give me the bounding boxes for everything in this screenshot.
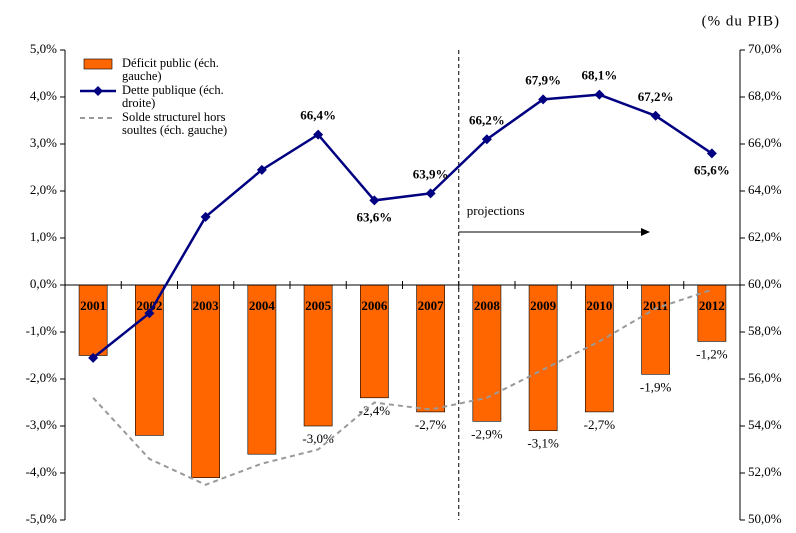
x-tick-label: 2012 [699,298,725,313]
debt-marker [594,89,605,100]
legend-bar [83,58,113,70]
debt-marker [650,110,661,121]
bar [78,284,108,356]
debt-value-label: 67,9% [525,72,561,87]
debt-value-label: 68,1% [582,68,618,83]
x-tick-label: 2010 [586,298,612,313]
debt-value-label: 63,9% [413,166,449,181]
bar-value-label: -2,7% [415,417,447,432]
debt-marker [144,308,155,319]
bar-value-label: -2,7% [584,417,616,432]
debt-line [92,93,713,359]
debt-marker [313,129,324,140]
x-tick-label: 2001 [80,298,106,313]
bar-value-label: -3,1% [527,436,559,451]
x-tick-label: 2003 [193,298,220,313]
unit-note: (% du PIB) [702,13,780,29]
debt-value-label: 63,6% [357,209,393,224]
x-tick-label: 2009 [530,298,557,313]
y2-tick-label: 68,0% [748,88,782,103]
debt-marker [538,94,549,105]
y2-tick-label: 52,0% [748,464,782,479]
bar-value-label: -3,0% [302,431,334,446]
y2-tick-label: 50,0% [748,511,782,526]
x-tick-label: 2004 [249,298,276,313]
legend-item: Déficit public (éch. gauche) [78,57,258,83]
bar-value-label: -2,9% [471,426,503,441]
legend-item: Solde structurel hors soultes (éch. gauc… [78,111,258,137]
debt-marker [481,134,492,145]
x-tick-label: 2007 [418,298,445,313]
debt-marker [88,352,99,363]
legend-swatch [80,117,116,119]
debt-value-label: 67,2% [638,89,674,104]
y-tick-label: 4,0% [30,88,57,103]
bar [641,284,670,375]
y-tick-label: -2,0% [26,370,58,385]
bar [416,284,445,413]
bar-value-label: -2,4% [359,403,391,418]
debt-value-label: 66,2% [469,112,505,127]
y-tick-label: -4,0% [26,464,58,479]
debt-marker [706,148,717,159]
bar [528,284,558,431]
y-tick-label: 1,0% [30,229,57,244]
debt-marker [256,164,267,175]
y-tick-label: 3,0% [30,135,57,150]
debt-marker [200,211,211,222]
projection-label: projections [467,203,525,218]
y2-tick-label: 54,0% [748,417,782,432]
legend-swatch [80,86,116,96]
legend-label: Déficit public (éch. gauche) [122,56,219,83]
bar [360,284,389,399]
bar-value-label: -1,2% [696,346,728,361]
legend-label: Dette publique (éch. droite) [122,83,224,110]
bar [585,284,614,413]
debt-marker [425,188,436,199]
x-tick-label: 2005 [305,298,332,313]
legend-swatch [83,58,113,70]
y2-tick-label: 62,0% [748,229,782,244]
y2-tick-label: 70,0% [748,41,782,56]
y-tick-label: -5,0% [26,511,58,526]
debt-marker [369,195,380,206]
bar [303,284,333,427]
y-tick-label: -1,0% [26,323,58,338]
projection-arrowhead [641,228,650,236]
legend-item: Dette publique (éch. droite) [78,84,258,110]
y2-tick-label: 60,0% [748,276,782,291]
legend-label: Solde structurel hors soultes (éch. gauc… [122,110,228,137]
y-tick-label: 2,0% [30,182,57,197]
y2-tick-label: 56,0% [748,370,782,385]
y2-tick-label: 64,0% [748,182,782,197]
bar [191,284,220,478]
bar-value-label: -1,9% [640,379,672,394]
x-tick-label: 2008 [474,298,501,313]
legend-marker [93,86,103,96]
x-tick-label: 2011 [643,298,668,313]
structural-line [92,288,713,486]
y-tick-label: 5,0% [30,41,57,56]
y-tick-label: 0,0% [30,276,57,291]
y-tick-label: -3,0% [26,417,58,432]
y2-tick-label: 58,0% [748,323,782,338]
debt-value-label: 65,6% [694,162,730,177]
debt-value-label: 66,4% [300,108,336,123]
x-tick-label: 2006 [361,298,388,313]
y2-tick-label: 66,0% [748,135,782,150]
legend: Déficit public (éch. gauche) Dette publiq… [78,57,258,138]
bar [697,284,727,342]
